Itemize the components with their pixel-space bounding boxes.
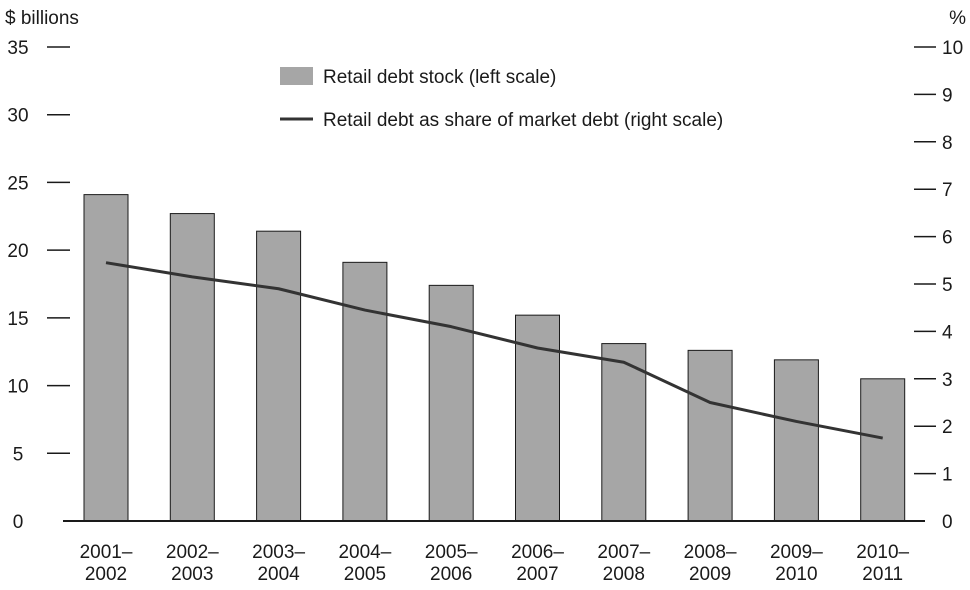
left-tick-label: 25	[7, 173, 28, 194]
left-tick-label: 10	[7, 377, 28, 398]
x-tick-label-line: 2002–	[166, 542, 219, 563]
legend-bar-swatch	[280, 67, 313, 85]
right-tick-label: 4	[942, 322, 953, 343]
x-tick-label-line: 2011	[862, 564, 903, 585]
x-tick-label-line: 2005	[344, 564, 386, 585]
x-tick-label-line: 2001–	[80, 542, 133, 563]
x-tick-label-line: 2004	[257, 564, 300, 585]
legend-line-label: Retail debt as share of market debt (rig…	[323, 110, 723, 131]
right-tick-label: 8	[942, 133, 953, 154]
x-tick-label-line: 2004–	[338, 542, 391, 563]
x-tick-label-line: 2003	[171, 564, 213, 585]
x-tick-label-line: 2006	[430, 564, 472, 585]
right-tick-label: 6	[942, 228, 953, 249]
x-tick-label: 2006– 2007	[511, 542, 564, 585]
bar	[428, 284, 474, 522]
x-tick-label: 2009– 2010	[770, 542, 823, 585]
x-tick-label: 2010– 2011	[856, 542, 909, 585]
x-tick-label-line: 2007–	[597, 542, 650, 563]
line-series	[105, 261, 883, 440]
left-tick-label: 30	[7, 106, 28, 127]
right-axis: 0 1 2 3 4 5 6 7 8 9 10	[914, 38, 963, 533]
x-tick-label: 2008– 2009	[684, 542, 737, 585]
x-tick-label-line: 2008–	[684, 542, 737, 563]
x-tick-label: 2002– 2003	[166, 542, 219, 585]
left-tick-label: 0	[13, 512, 24, 533]
left-tick-label: 15	[7, 309, 28, 330]
legend: Retail debt stock (left scale) Retail de…	[280, 67, 723, 131]
bar	[169, 213, 215, 522]
right-tick-label: 10	[942, 38, 963, 59]
x-tick-label: 2005– 2006	[425, 542, 478, 585]
right-axis-unit: %	[949, 8, 966, 29]
right-tick-label: 2	[942, 417, 953, 438]
bar	[256, 230, 302, 522]
x-tick-label-line: 2009	[689, 564, 731, 585]
right-tick-label: 5	[942, 275, 953, 296]
right-tick-label: 0	[942, 512, 953, 533]
left-tick-label: 35	[7, 38, 28, 59]
x-tick-label-line: 2007	[516, 564, 558, 585]
left-axis-unit: $ billions	[5, 8, 79, 29]
bar	[860, 378, 906, 522]
right-tick-label: 3	[942, 370, 953, 391]
bar	[515, 314, 560, 522]
x-tick-label-line: 2006–	[511, 542, 564, 563]
bar	[601, 343, 647, 522]
x-tick-label: 2003– 2004	[252, 542, 305, 585]
x-tick-label-line: 2002	[85, 564, 127, 585]
x-tick-label-line: 2003–	[252, 542, 305, 563]
x-tick-label: 2007– 2008	[597, 542, 650, 585]
x-tick-label: 2004– 2005	[338, 542, 391, 585]
x-tick-label: 2001– 2002	[80, 542, 133, 585]
left-tick-label: 20	[7, 241, 28, 262]
bar	[83, 194, 129, 522]
right-tick-label: 1	[942, 465, 953, 486]
right-tick-label: 7	[942, 180, 953, 201]
right-tick-label: 9	[942, 85, 953, 106]
left-axis: 0 5 10 15 20 25 30 35	[7, 38, 70, 533]
x-tick-label-line: 2010–	[856, 542, 909, 563]
line-path	[105, 261, 883, 440]
bar-series	[83, 194, 906, 522]
x-tick-label-line: 2008	[603, 564, 645, 585]
bar	[773, 359, 819, 522]
x-tick-label-line: 2009–	[770, 542, 823, 563]
x-tick-label-line: 2005–	[425, 542, 478, 563]
bar	[687, 349, 733, 522]
legend-bar-label: Retail debt stock (left scale)	[323, 67, 556, 88]
x-tick-label-line: 2010	[775, 564, 817, 585]
left-tick-label: 5	[13, 444, 24, 465]
bar	[342, 261, 388, 522]
